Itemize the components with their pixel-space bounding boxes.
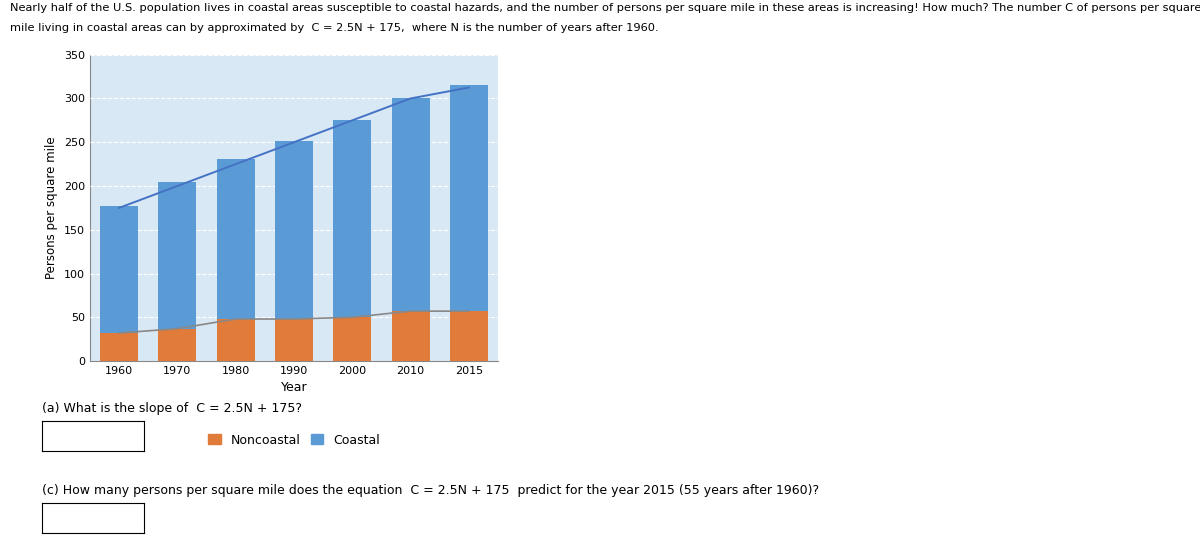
Bar — [450, 85, 487, 311]
Bar — [217, 319, 254, 361]
Bar — [275, 319, 313, 361]
X-axis label: Year: Year — [281, 381, 307, 394]
Bar — [334, 120, 371, 317]
Bar — [158, 329, 197, 361]
Legend: Noncoastal, Coastal: Noncoastal, Coastal — [203, 428, 385, 451]
Bar — [334, 317, 371, 361]
Text: mile living in coastal areas can by approximated by  C = 2.5N + 175,  where N is: mile living in coastal areas can by appr… — [10, 23, 659, 33]
Text: (c) How many persons per square mile does the equation  C = 2.5N + 175  predict : (c) How many persons per square mile doe… — [42, 484, 820, 497]
Text: (a) What is the slope of  C = 2.5N + 175?: (a) What is the slope of C = 2.5N + 175? — [42, 402, 302, 415]
Bar — [275, 141, 313, 319]
Text: Nearly half of the U.S. population lives in coastal areas susceptible to coastal: Nearly half of the U.S. population lives… — [10, 3, 1200, 13]
Bar — [391, 97, 430, 311]
Bar — [391, 311, 430, 361]
Bar — [450, 311, 487, 361]
Y-axis label: Persons per square mile: Persons per square mile — [46, 137, 59, 279]
Bar — [100, 333, 138, 361]
Bar — [158, 182, 197, 329]
Bar — [100, 206, 138, 333]
Bar — [217, 159, 254, 319]
